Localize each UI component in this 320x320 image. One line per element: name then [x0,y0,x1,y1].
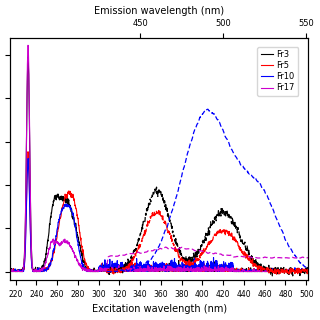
Fr10 [298,269,302,273]
Fr10 [154,268,157,272]
X-axis label: Excitation wavelength (nm): Excitation wavelength (nm) [92,304,227,315]
Fr3 [154,267,157,271]
Fr3 [298,269,302,273]
Fr17 [26,43,30,47]
Fr3 [146,267,149,271]
Line: Fr17: Fr17 [11,45,308,271]
Fr10 [298,269,302,273]
Fr10 [26,156,30,160]
Fr10 [9,269,12,273]
Fr5 [9,269,12,273]
Fr5 [146,269,149,273]
Fr5 [306,268,310,272]
Fr3 [243,268,247,272]
Fr17 [146,268,149,271]
Fr10 [24,233,28,236]
Fr17 [243,269,247,273]
Fr5 [26,150,30,154]
Line: Fr5: Fr5 [11,152,308,271]
Fr10 [306,269,310,273]
Fr10 [146,269,149,273]
Fr3 [9,269,12,273]
Fr5 [243,268,247,272]
Fr3 [24,198,28,202]
Legend: Fr3, Fr5, Fr10, Fr17: Fr3, Fr5, Fr10, Fr17 [257,47,298,96]
Fr3 [306,269,310,273]
Fr3 [298,269,302,273]
Fr10 [9,269,12,273]
Fr5 [154,267,157,271]
Fr17 [9,268,12,272]
Fr17 [154,268,157,272]
Fr5 [9,269,13,273]
Fr3 [26,55,30,59]
Fr17 [298,269,302,273]
Fr17 [24,192,28,196]
Fr17 [9,269,13,273]
Fr17 [298,269,302,273]
X-axis label: Emission wavelength (nm): Emission wavelength (nm) [94,5,224,16]
Fr5 [24,229,28,233]
Fr10 [243,269,247,273]
Fr3 [9,269,12,273]
Line: Fr10: Fr10 [11,158,308,271]
Fr17 [306,269,310,273]
Line: Fr3: Fr3 [11,57,308,271]
Fr5 [298,268,302,272]
Fr5 [298,268,302,272]
